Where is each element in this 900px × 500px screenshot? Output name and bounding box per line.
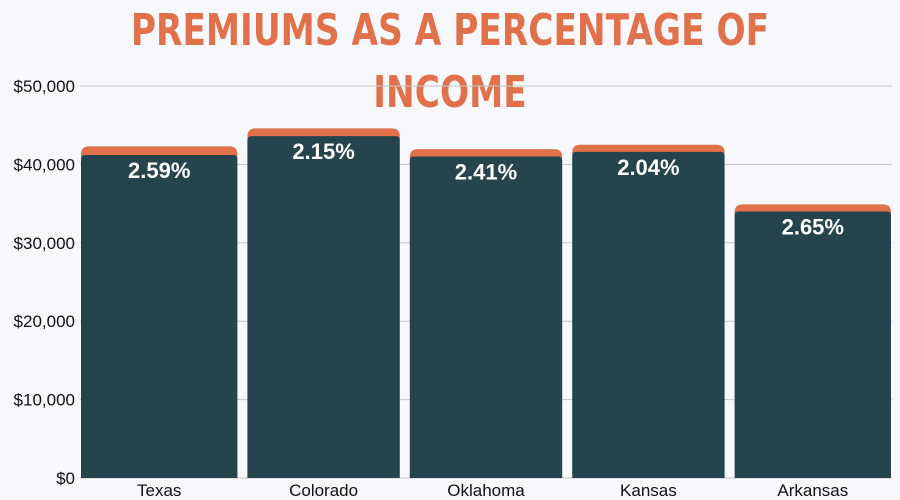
data-label: 2.15%: [292, 139, 354, 164]
category-label: Oklahoma: [447, 481, 525, 500]
bar-cap: [81, 146, 238, 157]
bar-cap: [409, 149, 563, 159]
data-label: 2.65%: [782, 214, 844, 239]
bar: [572, 151, 725, 478]
category-label: Arkansas: [777, 481, 848, 500]
chart-title: PREMIUMS AS A PERCENTAGE OF INCOME: [130, 5, 770, 118]
bar: [409, 156, 563, 478]
bar-cap: [734, 204, 891, 214]
data-label: 2.41%: [455, 160, 517, 185]
bar: [734, 211, 891, 478]
y-tick-label: $40,000: [14, 155, 75, 174]
category-label: Texas: [137, 481, 181, 500]
data-label: 2.59%: [128, 158, 190, 183]
category-label: Kansas: [620, 481, 677, 500]
y-tick-label: $10,000: [14, 391, 75, 410]
bar-cap: [572, 144, 725, 154]
bar: [247, 136, 400, 478]
data-label: 2.04%: [617, 155, 679, 180]
y-tick-label: $30,000: [14, 234, 75, 253]
bar: [81, 154, 238, 478]
category-label: Colorado: [289, 481, 358, 500]
y-tick-label: $0: [56, 469, 75, 488]
y-tick-label: $50,000: [14, 77, 75, 96]
y-tick-label: $20,000: [14, 312, 75, 331]
bar-cap: [247, 128, 400, 139]
